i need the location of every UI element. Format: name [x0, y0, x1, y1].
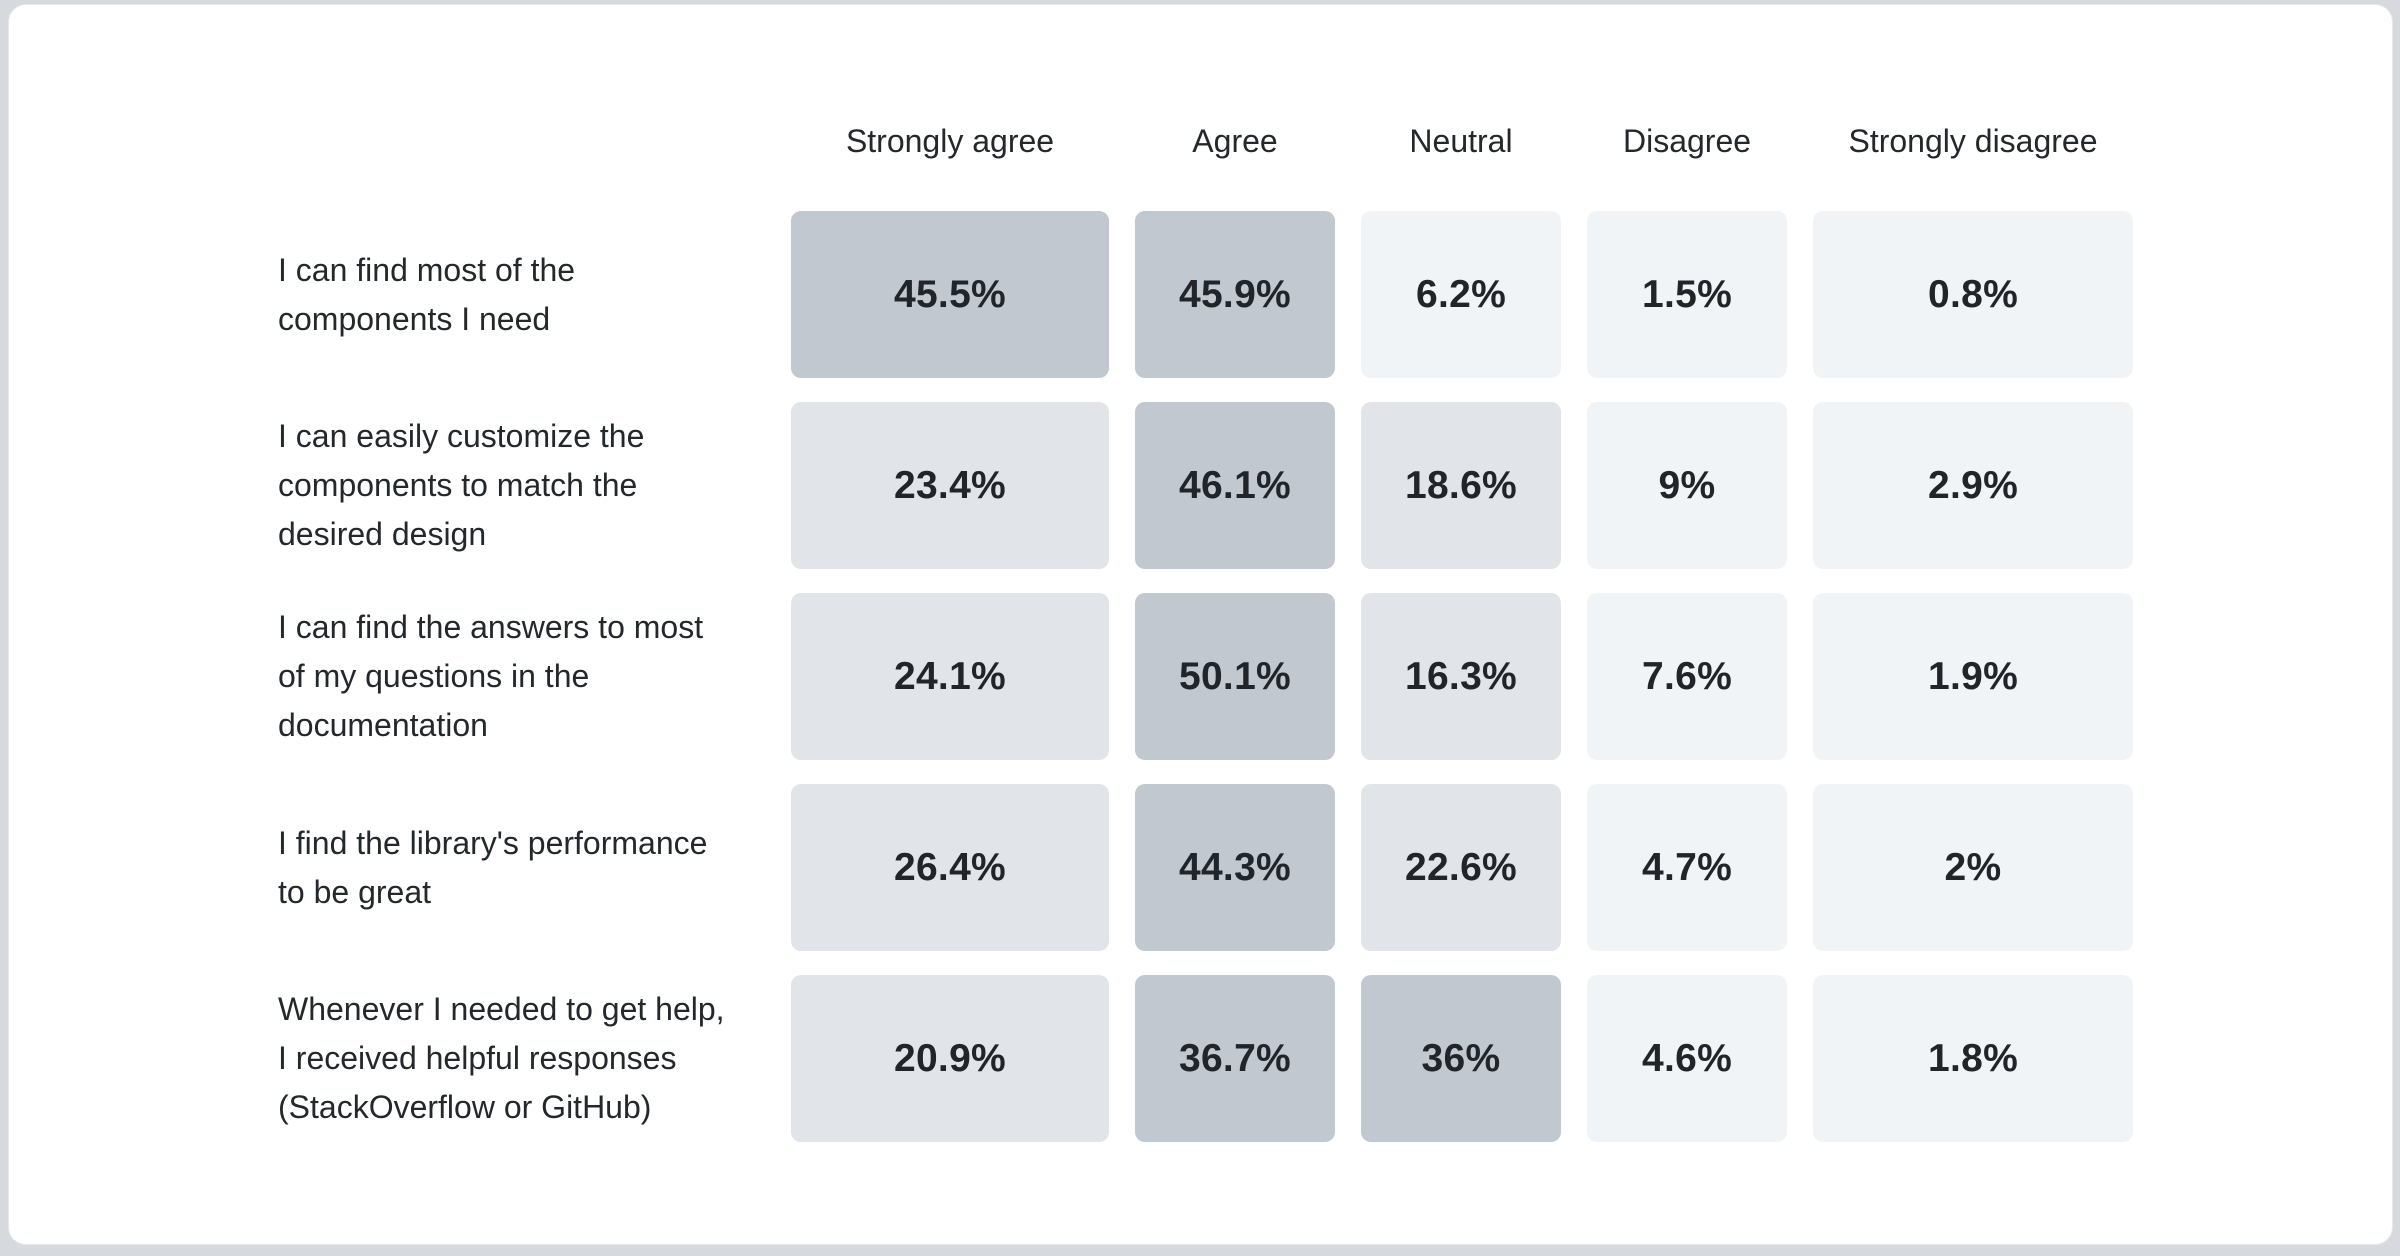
heatmap-cell: 46.1% — [1135, 402, 1335, 569]
heatmap-cell: 24.1% — [791, 593, 1109, 760]
heatmap-cell: 36% — [1361, 975, 1561, 1142]
heatmap-cell: 50.1% — [1135, 593, 1335, 760]
heatmap-cell: 23.4% — [791, 402, 1109, 569]
heatmap-cell: 0.8% — [1813, 211, 2133, 378]
heatmap-cell: 26.4% — [791, 784, 1109, 951]
heatmap-cell: 16.3% — [1361, 593, 1561, 760]
heatmap-cell: 9% — [1587, 402, 1787, 569]
column-header: Neutral — [1409, 122, 1513, 159]
heatmap-cell: 22.6% — [1361, 784, 1561, 951]
heatmap-cell: 2% — [1813, 784, 2133, 951]
survey-results-card: Strongly agree Agree Neutral Disagree Strong… — [8, 4, 2393, 1245]
row-label: Whenever I needed to get help, I receive… — [278, 991, 725, 1125]
row-label: I find the library's performance to be g… — [278, 824, 708, 910]
heatmap-cell: 4.6% — [1587, 975, 1787, 1142]
column-header: Strongly agree — [845, 122, 1055, 159]
survey-heatmap: Strongly agree Agree Neutral Disagree Strong… — [278, 95, 2133, 1142]
row-label: I can find the answers to most of my que… — [278, 609, 704, 743]
heatmap-cell: 1.9% — [1813, 593, 2133, 760]
row-label: I can find most of the components I need — [278, 251, 576, 337]
heatmap-cell: 1.8% — [1813, 975, 2133, 1142]
heatmap-cell: 6.2% — [1361, 211, 1561, 378]
heatmap-cell: 4.7% — [1587, 784, 1787, 951]
header-spacer — [278, 95, 765, 187]
column-header: Agree — [1192, 122, 1278, 159]
heatmap-cell: 7.6% — [1587, 593, 1787, 760]
heatmap-cell: 45.5% — [791, 211, 1109, 378]
heatmap-cell: 1.5% — [1587, 211, 1787, 378]
heatmap-cell: 20.9% — [791, 975, 1109, 1142]
row-label: I can easily customize the components to… — [278, 418, 645, 552]
heatmap-cell: 44.3% — [1135, 784, 1335, 951]
heatmap-cell: 36.7% — [1135, 975, 1335, 1142]
column-header: Strongly disagree — [1848, 122, 2098, 159]
heatmap-cell: 2.9% — [1813, 402, 2133, 569]
column-header: Disagree — [1622, 122, 1752, 159]
heatmap-cell: 45.9% — [1135, 211, 1335, 378]
heatmap-cell: 18.6% — [1361, 402, 1561, 569]
